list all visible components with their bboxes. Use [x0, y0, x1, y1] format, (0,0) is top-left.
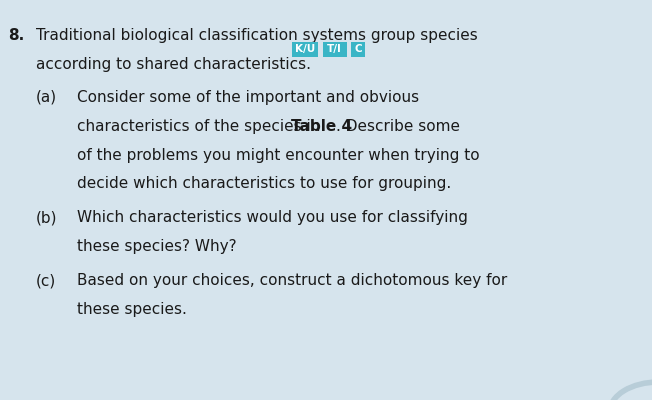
Text: 8.: 8. — [8, 28, 24, 43]
Text: of the problems you might encounter when trying to: of the problems you might encounter when… — [77, 148, 480, 162]
Text: these species.: these species. — [77, 302, 187, 317]
Text: (b): (b) — [36, 210, 57, 225]
Text: decide which characteristics to use for grouping.: decide which characteristics to use for … — [77, 176, 451, 191]
Text: T/I: T/I — [327, 44, 342, 54]
Text: . Describe some: . Describe some — [336, 119, 460, 134]
FancyBboxPatch shape — [351, 42, 365, 57]
Text: according to shared characteristics.: according to shared characteristics. — [36, 57, 311, 72]
Text: these species? Why?: these species? Why? — [77, 239, 237, 254]
Text: Which characteristics would you use for classifying: Which characteristics would you use for … — [77, 210, 468, 225]
Text: characteristics of the species in: characteristics of the species in — [77, 119, 325, 134]
Text: Traditional biological classification systems group species: Traditional biological classification sy… — [36, 28, 478, 43]
Text: C: C — [355, 44, 362, 54]
FancyBboxPatch shape — [323, 42, 347, 57]
Text: Table 4: Table 4 — [291, 119, 352, 134]
Text: (a): (a) — [36, 90, 57, 105]
Text: Consider some of the important and obvious: Consider some of the important and obvio… — [77, 90, 419, 105]
Text: (c): (c) — [36, 273, 56, 288]
Text: Based on your choices, construct a dichotomous key for: Based on your choices, construct a dicho… — [77, 273, 507, 288]
Text: K/U: K/U — [295, 44, 315, 54]
FancyBboxPatch shape — [292, 42, 318, 57]
